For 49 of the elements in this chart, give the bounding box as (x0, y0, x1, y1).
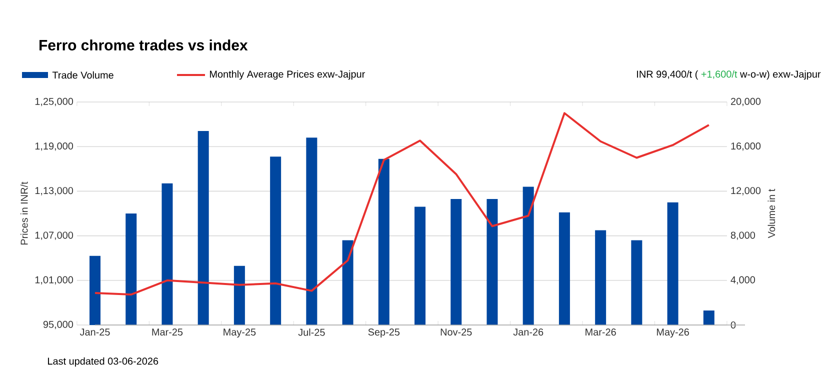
legend-label: Trade Volume (52, 71, 114, 79)
x-tick-label: Jul-25 (298, 328, 325, 336)
y-tick-label: 1,25,000 (35, 98, 74, 106)
bar (378, 158, 390, 325)
y2-axis-title: Volume in t (768, 188, 776, 238)
bar (450, 199, 462, 325)
bar (414, 206, 426, 325)
bar (703, 310, 714, 325)
y-tick-label: 95,000 (43, 320, 74, 330)
x-tick-label: Jan-25 (80, 328, 110, 336)
bar (162, 183, 173, 325)
bar (306, 138, 318, 325)
bar (558, 212, 570, 325)
bar (667, 202, 678, 325)
x-tick-label: Mar-25 (152, 328, 183, 336)
bar (126, 214, 137, 325)
bar (486, 199, 498, 325)
bar (595, 230, 606, 325)
text: INR 99,400/t ( (637, 70, 698, 80)
y2-tick-label: 4,000 (730, 276, 756, 285)
x-tick-label: Jan-26 (513, 328, 544, 336)
bar (90, 256, 100, 325)
bar (270, 156, 282, 325)
y-tick-label: 1,01,000 (35, 276, 74, 285)
bar (631, 240, 642, 325)
y-tick-label: 1,07,000 (35, 232, 74, 240)
text: w-o-w) exw-Jajpur (740, 70, 821, 80)
y2-tick-label: 20,000 (730, 98, 761, 106)
legend-label: Monthly Average Prices exw-Jajpur (210, 70, 365, 80)
line-series (94, 112, 710, 296)
y2-tick-label: 12,000 (731, 187, 761, 196)
y-tick-label: 1,13,000 (35, 187, 74, 196)
text: Last updated 03-06-2026 (48, 357, 158, 367)
chart-title: Ferro chrome trades vs index (40, 40, 248, 50)
x-tick-label: Sep-25 (368, 328, 400, 338)
y2-tick-label: 16,000 (731, 142, 761, 151)
bar (234, 266, 245, 325)
bar (198, 130, 209, 325)
x-tick-label: May-26 (656, 328, 689, 338)
y2-tick-label: 8,000 (730, 232, 756, 240)
text: +1,600/t (701, 70, 738, 79)
x-tick-label: May-25 (224, 328, 256, 338)
bar (522, 186, 534, 325)
y2-tick-label: 0 (730, 321, 736, 329)
y-tick-label: 1,19,000 (35, 142, 74, 151)
bar (342, 240, 354, 325)
x-tick-label: Mar-26 (586, 328, 616, 336)
x-tick-label: Nov-25 (440, 328, 472, 336)
y-axis-title: Prices in INR/t (20, 182, 28, 245)
